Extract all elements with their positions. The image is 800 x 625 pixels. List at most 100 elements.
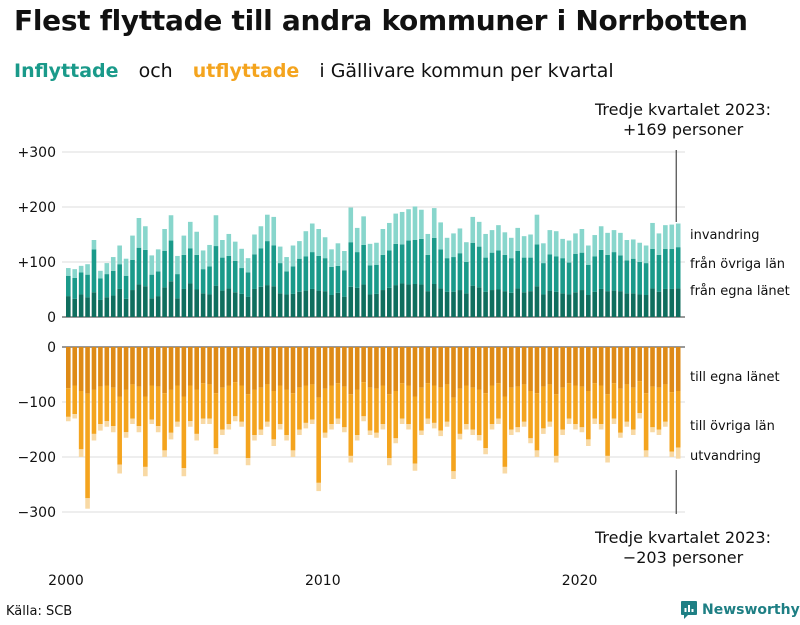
- bar-till-egna-lanet: [309, 347, 315, 385]
- bar-fran-egna-lanet: [431, 284, 437, 317]
- bar-till-ovriga-lan: [213, 393, 219, 449]
- bar-fran-ovriga-lan: [78, 272, 84, 295]
- bar-till-egna-lanet: [220, 347, 225, 388]
- bar-till-egna-lanet: [213, 347, 219, 394]
- bar-utvandring: [309, 419, 315, 424]
- bar-till-egna-lanet: [117, 347, 122, 397]
- bar-till-egna-lanet: [175, 347, 180, 386]
- bar-invandring: [419, 209, 424, 239]
- bar-till-egna-lanet: [528, 347, 533, 391]
- top-ytick-label: 0: [47, 310, 56, 326]
- bar-invandring: [130, 235, 135, 260]
- bar-utvandring: [123, 432, 129, 438]
- bar-till-ovriga-lan: [136, 386, 142, 427]
- bar-till-egna-lanet: [431, 347, 437, 386]
- bar-invandring: [361, 216, 366, 245]
- bar-fran-egna-lanet: [162, 287, 167, 317]
- bar-fran-ovriga-lan: [553, 256, 559, 292]
- bar-till-ovriga-lan: [290, 393, 296, 451]
- bar-fran-ovriga-lan: [220, 257, 225, 291]
- bar-fran-egna-lanet: [123, 298, 129, 317]
- bar-fran-egna-lanet: [104, 297, 110, 317]
- bar-fran-egna-lanet: [380, 290, 386, 317]
- brand-name: Newsworthy: [702, 602, 800, 618]
- bar-utvandring: [528, 438, 533, 444]
- bar-utvandring: [393, 438, 399, 444]
- bar-invandring: [412, 206, 418, 240]
- bar-till-ovriga-lan: [669, 392, 675, 452]
- bar-utvandring: [149, 419, 155, 424]
- bar-fran-ovriga-lan: [181, 254, 187, 289]
- bar-till-egna-lanet: [168, 347, 174, 390]
- bar-fran-ovriga-lan: [265, 241, 270, 286]
- bar-fran-egna-lanet: [220, 290, 225, 317]
- bar-invandring: [380, 229, 386, 255]
- bar-fran-ovriga-lan: [464, 262, 469, 294]
- bar-fran-egna-lanet: [155, 296, 161, 317]
- bar-utvandring: [348, 455, 354, 463]
- bar-fran-ovriga-lan: [258, 248, 264, 287]
- bar-utvandring: [656, 429, 662, 435]
- bar-utvandring: [335, 418, 341, 424]
- bar-fran-egna-lanet: [438, 288, 443, 317]
- bar-fran-ovriga-lan: [483, 257, 488, 292]
- bar-till-ovriga-lan: [168, 389, 174, 433]
- bar-fran-egna-lanet: [560, 293, 565, 317]
- bar-till-ovriga-lan: [194, 389, 199, 434]
- bar-utvandring: [136, 426, 142, 433]
- bar-till-egna-lanet: [618, 347, 623, 389]
- bar-till-ovriga-lan: [258, 387, 264, 430]
- bar-till-ovriga-lan: [297, 387, 302, 430]
- bar-fran-egna-lanet: [393, 285, 399, 317]
- bar-invandring: [181, 235, 187, 255]
- bar-fran-ovriga-lan: [541, 263, 546, 295]
- bar-till-ovriga-lan: [406, 385, 411, 424]
- bar-utvandring: [502, 466, 508, 474]
- bar-invandring: [309, 223, 315, 253]
- bar-fran-ovriga-lan: [245, 272, 251, 297]
- bar-utvandring: [245, 458, 251, 466]
- bar-invandring: [624, 240, 630, 261]
- bar-utvandring: [271, 439, 277, 446]
- bar-fran-egna-lanet: [303, 290, 309, 317]
- bar-till-ovriga-lan: [425, 383, 431, 419]
- bar-invandring: [483, 233, 488, 258]
- bar-till-ovriga-lan: [265, 384, 270, 422]
- top-series-label: från övriga län: [690, 257, 785, 272]
- bar-fran-egna-lanet: [611, 290, 617, 317]
- bar-till-egna-lanet: [354, 347, 360, 390]
- bar-till-ovriga-lan: [380, 385, 386, 424]
- bar-till-egna-lanet: [663, 347, 668, 385]
- bar-till-egna-lanet: [78, 347, 84, 391]
- bar-fran-ovriga-lan: [380, 254, 386, 291]
- bar-till-egna-lanet: [598, 347, 604, 386]
- bar-till-egna-lanet: [277, 347, 283, 386]
- bar-till-ovriga-lan: [438, 387, 443, 431]
- bar-fran-ovriga-lan: [98, 278, 103, 300]
- bar-till-egna-lanet: [624, 347, 630, 385]
- bar-invandring: [406, 209, 411, 241]
- bar-invandring: [258, 226, 264, 249]
- bar-fran-ovriga-lan: [650, 248, 655, 289]
- bar-fran-ovriga-lan: [271, 245, 277, 287]
- bar-fran-ovriga-lan: [110, 270, 116, 296]
- bar-fran-ovriga-lan: [663, 248, 668, 289]
- bar-utvandring: [380, 424, 386, 430]
- bar-fran-ovriga-lan: [399, 244, 405, 284]
- bar-fran-egna-lanet: [213, 285, 219, 317]
- bar-fran-egna-lanet: [470, 285, 476, 317]
- bar-till-egna-lanet: [239, 347, 244, 386]
- bar-invandring: [592, 235, 598, 257]
- bar-utvandring: [399, 418, 405, 424]
- bar-till-egna-lanet: [444, 347, 450, 385]
- bottom-annotation-line2: −203 personer: [623, 548, 744, 567]
- bar-till-ovriga-lan: [579, 386, 585, 428]
- bar-till-ovriga-lan: [239, 385, 244, 422]
- bar-invandring: [98, 270, 103, 279]
- bar-utvandring: [483, 448, 488, 455]
- bar-invandring: [220, 240, 225, 258]
- bar-till-ovriga-lan: [277, 385, 283, 424]
- bar-utvandring: [252, 435, 257, 441]
- bar-utvandring: [431, 422, 437, 429]
- bar-till-ovriga-lan: [220, 387, 225, 430]
